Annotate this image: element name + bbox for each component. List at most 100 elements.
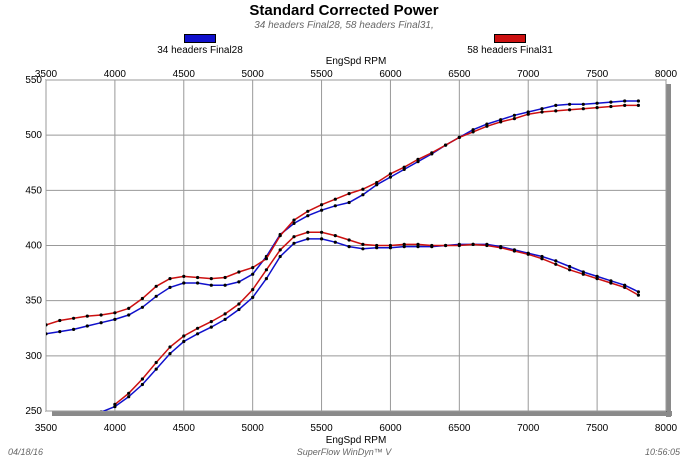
data-point [402,242,406,246]
data-point [388,172,392,176]
data-point [278,248,282,252]
data-point [471,128,475,132]
data-point [526,112,530,116]
data-point [623,283,627,287]
data-point [182,281,186,285]
data-point [581,272,585,276]
legend-entry-34-headers: 34 headers Final28 [120,34,280,56]
data-point [237,307,241,312]
data-point [623,285,627,289]
data-point [347,192,351,196]
data-point [388,246,392,250]
data-point [416,157,420,161]
data-point [402,245,406,249]
series-line-1-segment-0 [46,104,639,326]
data-point [347,238,351,242]
data-point [127,306,131,310]
data-point [99,321,103,325]
x-tick-label-bottom: 3500 [35,423,58,434]
data-point [99,410,103,411]
x-tick-label-top: 5000 [242,69,265,80]
data-point [636,103,641,107]
legend-swatch-red [494,34,526,43]
x-tick-label-bottom: 6000 [379,423,402,434]
data-point [306,230,310,234]
data-point [85,314,89,318]
y-tick-label: 500 [25,130,42,141]
data-point [154,294,158,298]
data-point [361,187,365,191]
data-point [223,312,227,316]
data-point [264,268,268,272]
data-point [278,254,282,259]
data-point [209,277,213,281]
x-tick-label-top: 6500 [448,69,471,80]
data-point [154,360,158,365]
data-point [320,237,324,241]
y-tick-label: 550 [25,75,42,86]
data-point [182,334,186,338]
data-point [278,234,282,238]
data-point [72,327,76,331]
data-point [251,295,255,299]
data-point [636,290,641,294]
x-tick-label-top: 3500 [35,69,58,80]
data-point [416,245,420,249]
data-point [595,101,599,105]
data-point [554,109,558,113]
data-point [182,339,186,344]
chart-title: Standard Corrected Power [249,2,439,19]
data-point [609,281,613,285]
data-point [485,243,489,248]
data-point [568,264,572,269]
data-point [127,391,131,395]
data-point [209,325,213,329]
data-point [416,242,420,246]
data-point [333,197,337,201]
data-point [306,214,310,218]
data-point [237,280,241,284]
data-point [333,204,337,208]
data-point [609,100,613,104]
series-line-0-segment-0 [46,100,639,335]
data-point [154,284,158,288]
data-point [402,165,406,169]
data-point [113,402,117,406]
data-point [512,113,517,117]
data-point [333,240,337,244]
series-layer [46,99,641,411]
data-point [568,108,572,112]
x-tick-label-top: 5500 [310,69,333,80]
data-point [251,288,255,292]
data-point [127,313,131,317]
y-tick-label: 350 [25,296,42,307]
data-point [554,103,558,107]
legend-label: 58 headers Final31 [467,45,553,56]
data-point [554,259,558,263]
x-axis-label-top: EngSpd RPM [326,56,387,67]
data-point [361,247,365,251]
series-line-0-segment-1 [101,238,639,411]
data-point [251,266,255,270]
data-point [526,252,530,256]
data-point [554,262,558,266]
data-point [85,324,89,328]
data-point [223,317,227,321]
x-tick-label-bottom: 5000 [242,423,265,434]
data-point [388,175,392,179]
data-point [306,237,310,241]
data-point [485,122,489,126]
x-tick-label-bottom: 6500 [448,423,471,434]
data-point [471,130,475,134]
data-point [636,99,641,103]
data-point [471,242,475,246]
data-point [168,352,172,356]
x-tick-label-bottom: 4500 [173,423,196,434]
data-point [46,323,48,327]
data-point [568,102,572,106]
x-tick-label-bottom: 4000 [104,423,127,434]
data-point [361,242,365,246]
data-point [113,405,117,409]
data-point [485,124,489,128]
data-point [581,270,585,274]
